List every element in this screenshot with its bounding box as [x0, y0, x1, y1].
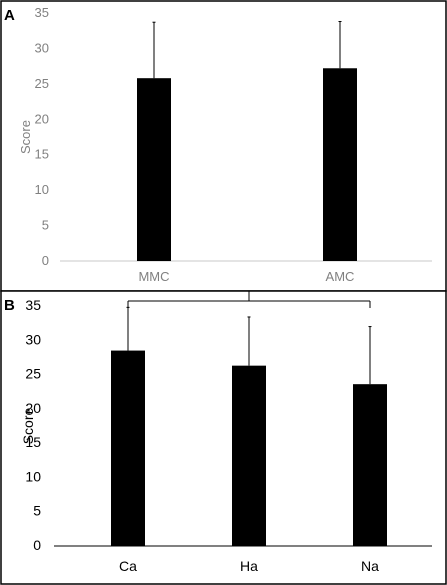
y-tick-label: 20: [25, 400, 41, 416]
y-tick-label: 5: [33, 503, 41, 519]
y-tick-label: 15: [35, 147, 49, 162]
panel-b: B 0 5 10 15 20 25 30 35 Score Ca Ha Na: [0, 290, 447, 585]
panel-a-letter: A: [4, 7, 15, 24]
bar: [137, 78, 171, 261]
bar: [353, 384, 387, 546]
bar: [323, 68, 357, 261]
y-tick-label: 25: [35, 76, 49, 91]
y-tick-label: 0: [42, 253, 49, 268]
x-tick-label: Na: [361, 558, 379, 574]
y-tick-label: 20: [35, 111, 49, 126]
bracket-connector: [127, 291, 371, 308]
y-tick-label: 10: [35, 182, 49, 197]
y-tick-label: 25: [25, 366, 41, 382]
panel-b-letter: B: [4, 297, 15, 314]
x-tick-label: Ha: [240, 558, 258, 574]
y-tick-label: 15: [25, 434, 41, 450]
y-tick-label: 30: [25, 331, 41, 347]
chart-b: 0 5 10 15 20 25 30 35 Score Ca Ha Na: [20, 297, 432, 574]
panel-a: A 0 5 10 15 20 25 30 35 Score MMC AMC: [0, 0, 447, 292]
x-tick-label: AMC: [326, 269, 355, 284]
y-tick-label: 35: [35, 5, 49, 20]
x-tick-label: MMC: [138, 269, 169, 284]
chart-a: 0 5 10 15 20 25 30 35 Score MMC AMC: [18, 5, 432, 284]
y-tick-label: 10: [25, 468, 41, 484]
y-tick-label: 0: [33, 537, 41, 553]
y-tick-label: 30: [35, 40, 49, 55]
y-axis-label: Score: [20, 408, 36, 445]
panel-a-frame: [0, 0, 447, 292]
y-tick-label: 35: [25, 297, 41, 313]
bar: [232, 365, 266, 546]
x-tick-label: Ca: [119, 558, 137, 574]
bar: [111, 350, 145, 546]
y-tick-label: 5: [42, 218, 49, 233]
y-axis-label: Score: [18, 120, 33, 154]
